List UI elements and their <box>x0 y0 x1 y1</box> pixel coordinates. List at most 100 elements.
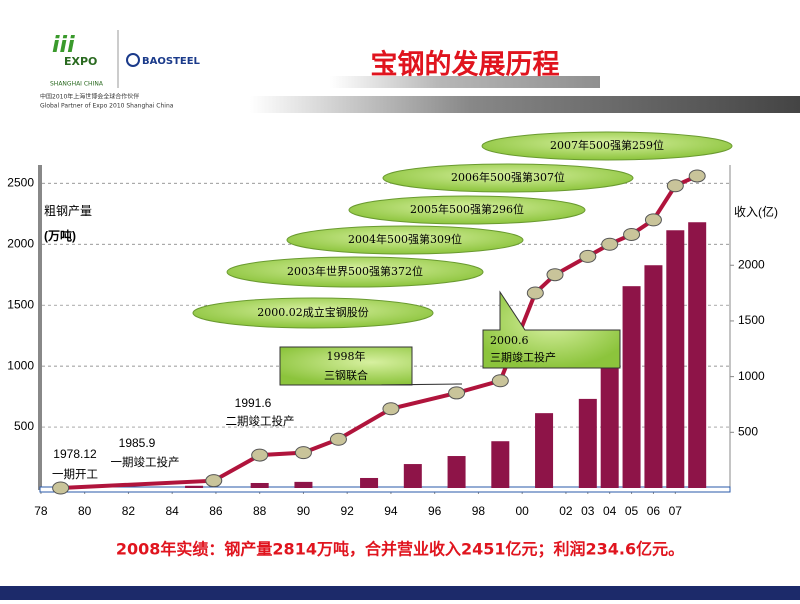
bar <box>666 230 685 488</box>
bar <box>644 265 663 488</box>
x-tick-label: 00 <box>516 504 530 518</box>
x-tick-label: 90 <box>297 504 311 518</box>
x-tick-label: 94 <box>384 504 398 518</box>
cloud <box>348 195 586 225</box>
bar <box>600 368 619 488</box>
callout: 三期竣工投产 <box>490 350 556 364</box>
point <box>601 237 619 251</box>
point <box>579 249 597 263</box>
milestone: 1978.12 <box>53 447 97 461</box>
bar <box>403 464 422 488</box>
bar <box>688 222 707 488</box>
x-tick-label: 78 <box>34 504 48 518</box>
expo-sub: SHANGHAI CHINA <box>50 81 104 88</box>
cloud <box>192 297 434 329</box>
header-bar <box>250 96 800 113</box>
callout: 1998年 <box>327 349 366 363</box>
point <box>52 481 70 495</box>
y2-tick-label: 2000 <box>738 257 765 271</box>
x-tick-label: 82 <box>122 504 136 518</box>
partner-en: Global Partner of Expo 2010 Shanghai Chi… <box>40 103 174 110</box>
point <box>382 402 400 416</box>
cloud <box>226 256 484 288</box>
point <box>526 286 544 300</box>
x-axis <box>39 486 731 493</box>
title-shadow <box>330 76 600 88</box>
milestone: 二期竣工投产 <box>226 414 295 428</box>
header: iii EXPO SHANGHAI CHINA BAOSTEEL 中国2010年… <box>40 30 800 113</box>
bar <box>294 481 313 488</box>
y-tick-label: 1000 <box>7 358 34 372</box>
point <box>623 227 641 241</box>
bar <box>447 456 466 488</box>
x-tick-label: 98 <box>472 504 486 518</box>
bar <box>250 482 269 488</box>
x-tick-label: 84 <box>166 504 180 518</box>
point <box>205 474 223 488</box>
bar <box>360 477 379 488</box>
point <box>491 374 509 388</box>
annotation: 2004年500强第309位 <box>348 232 462 246</box>
x-tick-label: 80 <box>78 504 92 518</box>
annotation: 2007年500强第259位 <box>550 138 664 152</box>
y-tick-label: 500 <box>14 419 34 433</box>
milestone: 1985.9 <box>119 436 156 450</box>
footer-bar <box>0 586 800 600</box>
x-tick-label: 96 <box>428 504 442 518</box>
annotation: 2006年500强第307位 <box>451 170 565 184</box>
chart-title: 宝钢的发展历程 <box>371 49 560 81</box>
annotations: 2007年500强第259位 2006年500强第307位 2005年500强第… <box>0 131 800 600</box>
y-tick-label: 1500 <box>7 297 34 311</box>
bar <box>578 398 597 488</box>
point <box>329 432 347 446</box>
bar <box>535 413 554 488</box>
bar <box>622 286 641 488</box>
brand-icon <box>126 53 140 67</box>
x-tick-label: 05 <box>625 504 639 518</box>
cloud <box>286 225 524 255</box>
x-tick-label: 03 <box>581 504 595 518</box>
x-tick-label: 07 <box>669 504 683 518</box>
bar <box>185 485 204 488</box>
x-tick-label: 92 <box>341 504 355 518</box>
annotation: 2003年世界500强第372位 <box>287 264 423 278</box>
bar <box>491 441 510 488</box>
y-label: 粗钢产量 <box>44 204 92 218</box>
cloud <box>481 131 733 161</box>
y-label: (万吨) <box>44 228 76 243</box>
y2-label: 收入(亿) <box>734 204 778 219</box>
callout: 三钢联合 <box>324 368 368 382</box>
x-tick-label: 06 <box>647 504 661 518</box>
callout: 2000.6 <box>490 334 529 347</box>
point <box>546 268 564 282</box>
point <box>688 169 706 183</box>
y2-tick-label: 1500 <box>738 313 765 327</box>
cloud <box>382 163 634 193</box>
milestone: 一期开工 <box>52 467 98 481</box>
point <box>251 448 269 462</box>
expo-mark: iii <box>52 33 75 58</box>
x-tick-label: 86 <box>209 504 223 518</box>
brand: BAOSTEEL <box>142 56 201 67</box>
point <box>448 386 466 400</box>
callout-box <box>482 290 621 369</box>
annotation: 2000.02成立宝钢股份 <box>257 305 369 319</box>
callout-box <box>279 346 463 386</box>
x-tick-label: 02 <box>559 504 573 518</box>
x-tick-label: 04 <box>603 504 617 518</box>
point <box>294 446 312 460</box>
y2-tick-label: 1000 <box>738 369 765 383</box>
annotation: 2005年500强第296位 <box>410 202 524 216</box>
partner-cn: 中国2010年上海世博会全球合作伙伴 <box>40 93 139 101</box>
milestone: 一期竣工投产 <box>111 455 180 469</box>
expo-logo: EXPO <box>64 55 97 68</box>
milestone: 1991.6 <box>235 396 272 410</box>
point <box>644 213 662 227</box>
y-tick-label: 2500 <box>7 175 34 189</box>
y-tick-label: 2000 <box>7 236 34 250</box>
plot: 粗钢产量 (万吨) 收入(亿) 500 1000 1500 2000 2500 500 10… <box>7 165 778 518</box>
y2-tick-label: 500 <box>738 424 758 438</box>
x-tick-label: 88 <box>253 504 267 518</box>
